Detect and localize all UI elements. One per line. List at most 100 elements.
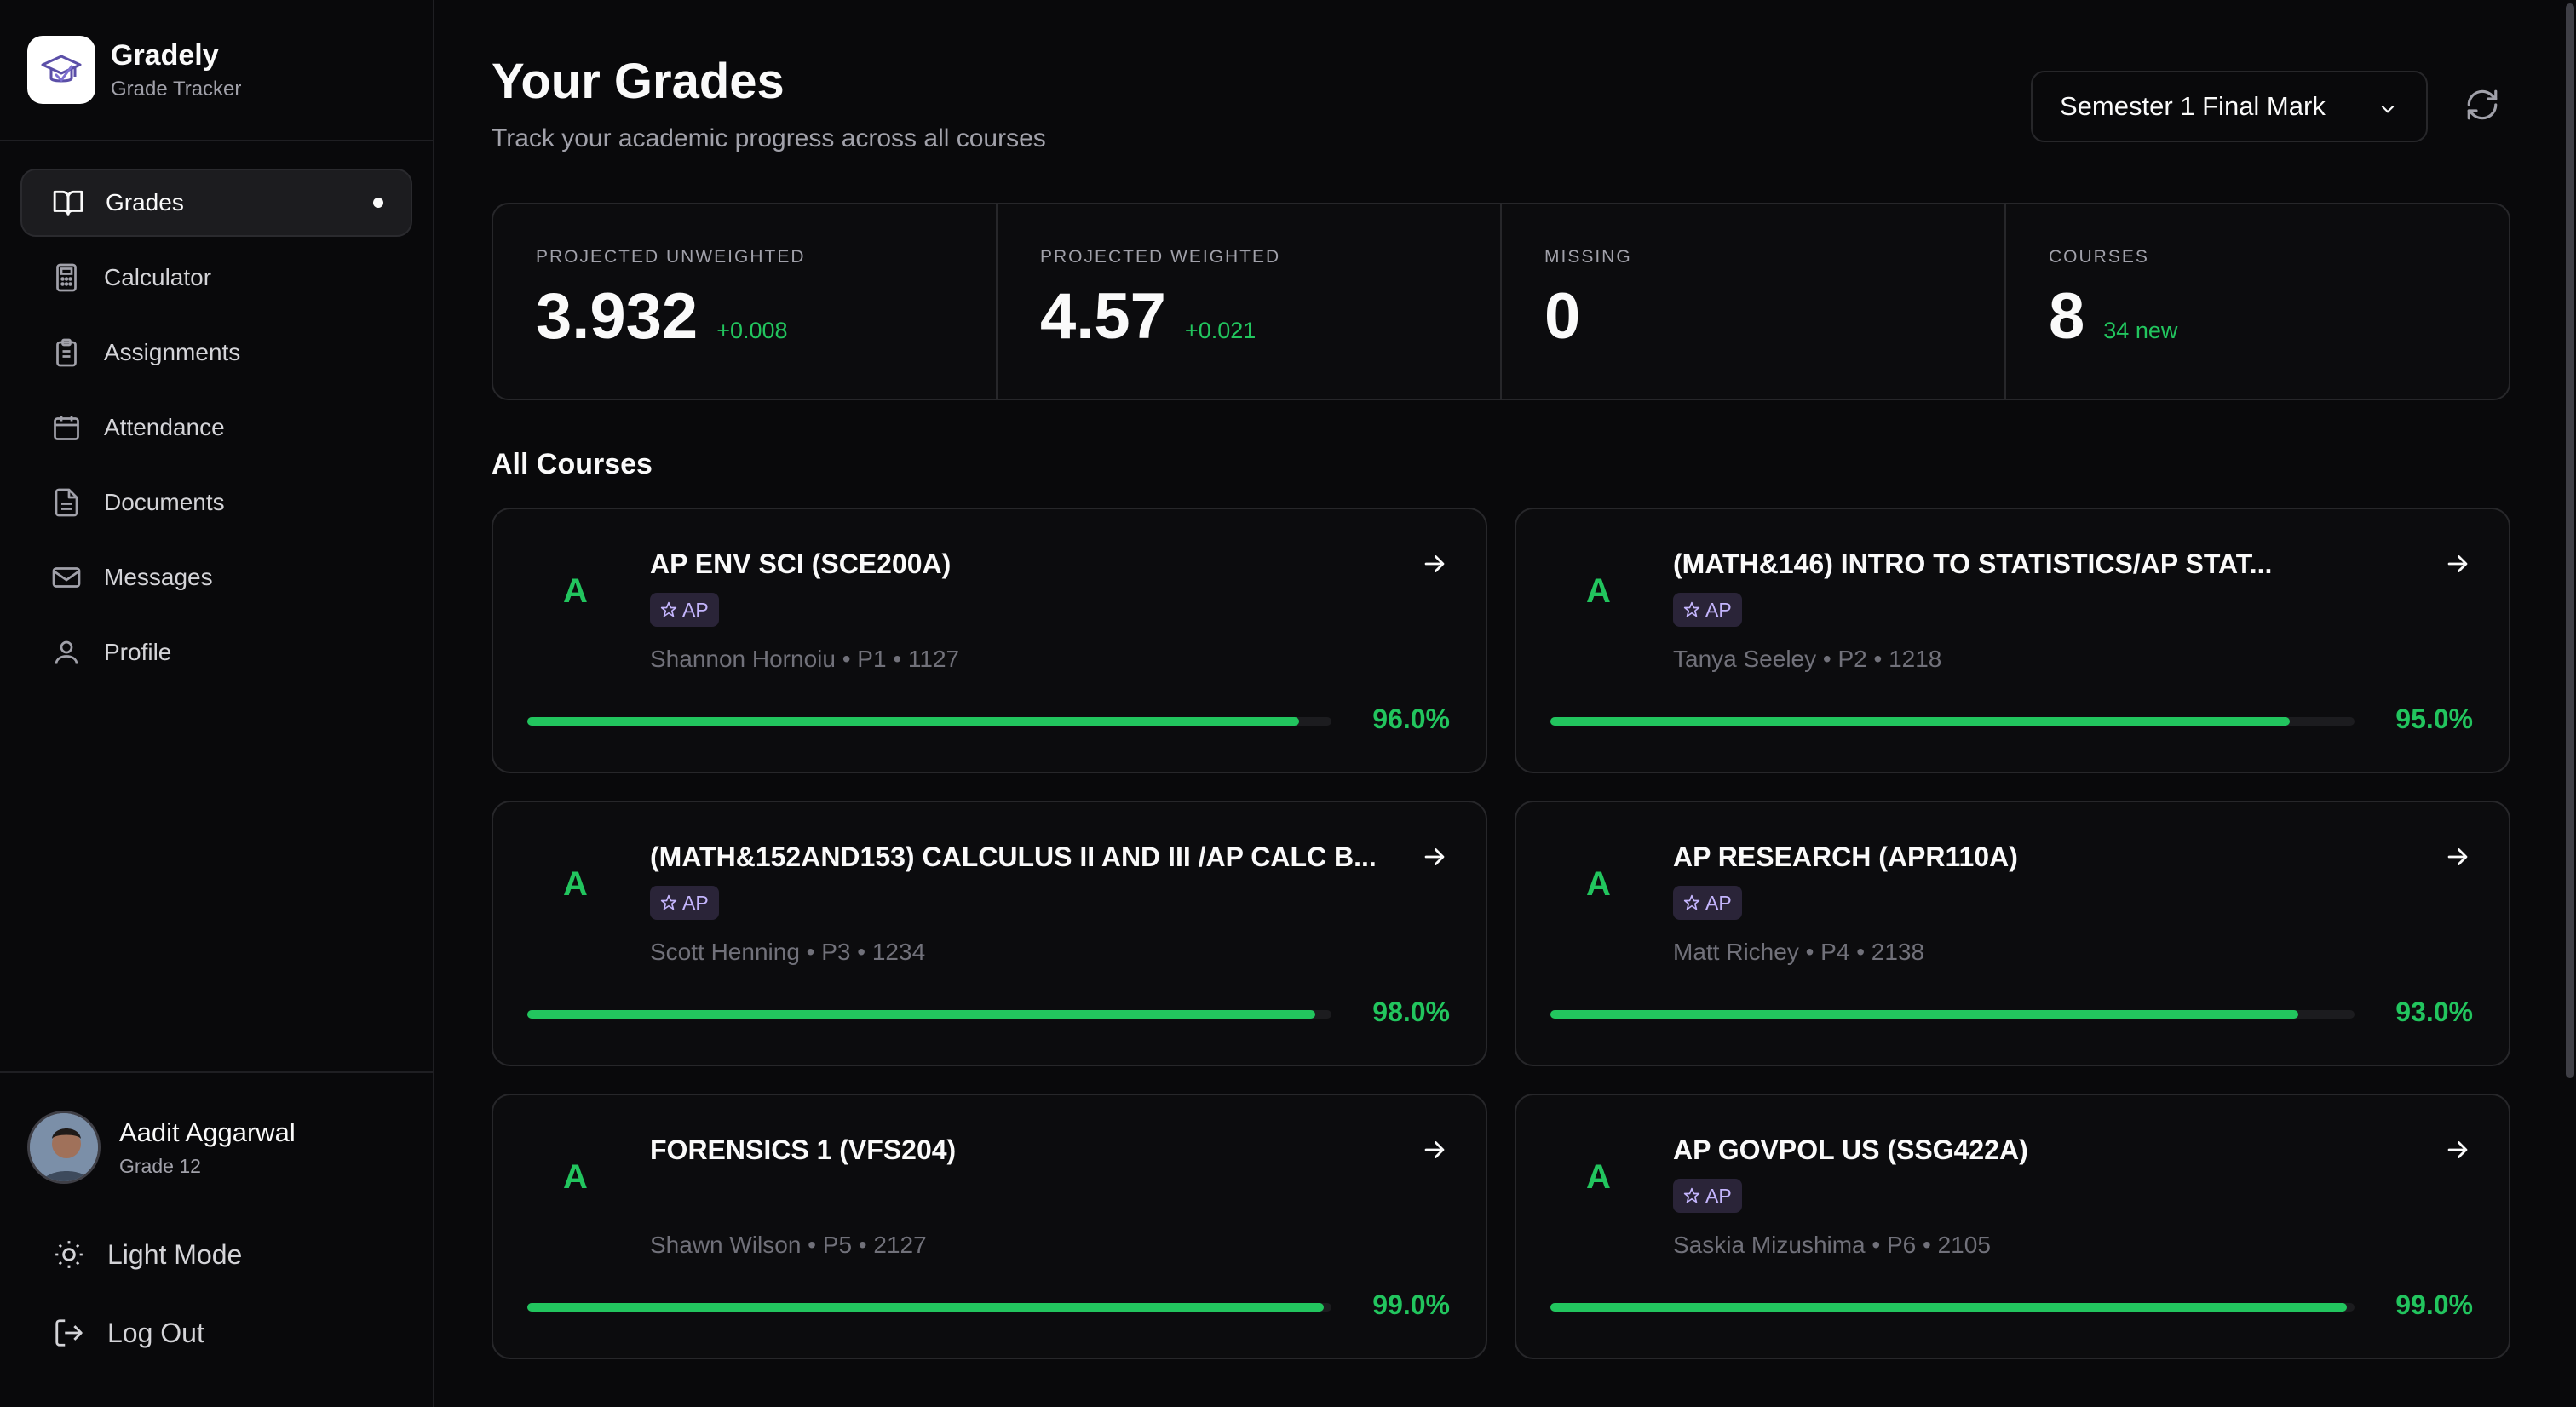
- arrow-right-icon[interactable]: [1417, 547, 1452, 581]
- stat-projected-weighted: PROJECTED WEIGHTED 4.57 +0.021: [998, 204, 1502, 399]
- calculator-icon: [49, 261, 83, 295]
- course-card[interactable]: A (MATH&146) INTRO TO STATISTICS/AP STAT…: [1515, 508, 2510, 773]
- sidebar-item-messages[interactable]: Messages: [20, 543, 412, 612]
- course-card[interactable]: A FORENSICS 1 (VFS204) Shawn Wilson • P5…: [492, 1094, 1487, 1359]
- stat-label: PROJECTED WEIGHTED: [1040, 247, 1281, 267]
- sidebar-item-label: Messages: [104, 564, 213, 590]
- sidebar-item-profile[interactable]: Profile: [20, 618, 412, 686]
- arrow-right-icon[interactable]: [2441, 547, 2475, 581]
- course-card[interactable]: A AP ENV SCI (SCE200A) AP Shannon Hornoi…: [492, 508, 1487, 773]
- sidebar-nav: Grades Calculator Assignments Attendance: [0, 141, 433, 686]
- course-name: (MATH&152AND153) CALCULUS II AND III /AP…: [650, 841, 1377, 872]
- section-title: All Courses: [492, 448, 653, 480]
- page-subtitle: Track your academic progress across all …: [492, 124, 1046, 152]
- stats-panel: PROJECTED UNWEIGHTED 3.932 +0.008 PROJEC…: [492, 203, 2510, 400]
- clipboard-icon: [49, 336, 83, 370]
- ap-badge-label: AP: [1705, 1184, 1732, 1207]
- course-letter-grade: A: [563, 865, 588, 903]
- scrollbar-thumb[interactable]: [2566, 3, 2574, 1078]
- course-letter-grade: A: [1586, 1158, 1611, 1196]
- course-teacher-info: Saskia Mizushima • P6 • 2105: [1673, 1232, 1991, 1258]
- chevron-down-icon: [2377, 96, 2399, 127]
- progress-bar-fill: [527, 1303, 1324, 1312]
- user-icon: [49, 635, 83, 669]
- course-letter-grade: A: [1586, 865, 1611, 903]
- sidebar-item-label: Assignments: [104, 339, 241, 365]
- sidebar-item-attendance[interactable]: Attendance: [20, 393, 412, 462]
- sidebar-item-label: Documents: [104, 489, 225, 515]
- course-name: AP RESEARCH (APR110A): [1673, 841, 2018, 872]
- sidebar-item-label: Grades: [106, 189, 184, 215]
- stat-value: 0: [1544, 280, 1581, 353]
- refresh-button[interactable]: [2462, 86, 2503, 127]
- course-percent: 95.0%: [2395, 704, 2473, 734]
- course-name: FORENSICS 1 (VFS204): [650, 1134, 957, 1165]
- progress-bar-fill: [1550, 1303, 2347, 1312]
- course-card[interactable]: A AP GOVPOL US (SSG422A) AP Saskia Mizus…: [1515, 1094, 2510, 1359]
- progress-bar: [1550, 717, 2355, 726]
- course-name: AP ENV SCI (SCE200A): [650, 548, 952, 579]
- progress-bar-fill: [1550, 1010, 2298, 1019]
- star-icon: [660, 601, 677, 618]
- course-percent: 99.0%: [1372, 1289, 1450, 1320]
- ap-badge: AP: [1673, 593, 1742, 627]
- light-mode-toggle[interactable]: Light Mode: [27, 1225, 405, 1284]
- progress-bar: [527, 1010, 1331, 1019]
- term-select[interactable]: Semester 1 Final Mark: [2031, 71, 2428, 142]
- user-card[interactable]: Aadit Aggarwal Grade 12: [27, 1111, 405, 1184]
- sidebar-item-label: Calculator: [104, 264, 212, 290]
- light-mode-label: Light Mode: [107, 1238, 243, 1270]
- stat-label: COURSES: [2049, 247, 2149, 267]
- sidebar-item-documents[interactable]: Documents: [20, 468, 412, 537]
- active-indicator-dot: [373, 198, 383, 208]
- progress-bar: [1550, 1010, 2355, 1019]
- stat-projected-unweighted: PROJECTED UNWEIGHTED 3.932 +0.008: [493, 204, 998, 399]
- page-title: Your Grades: [492, 54, 785, 109]
- brand-name: Gradely: [111, 38, 219, 72]
- arrow-right-icon[interactable]: [1417, 840, 1452, 874]
- ap-badge-label: AP: [682, 891, 709, 914]
- main-content: Your Grades Track your academic progress…: [492, 0, 2510, 1359]
- course-grid: A AP ENV SCI (SCE200A) AP Shannon Hornoi…: [492, 508, 2510, 1359]
- logout-button[interactable]: Log Out: [27, 1303, 405, 1363]
- refresh-icon: [2464, 87, 2500, 127]
- ap-badge: AP: [650, 593, 719, 627]
- sun-icon: [51, 1237, 87, 1272]
- brand-subtitle: Grade Tracker: [111, 77, 242, 100]
- sidebar: Gradely Grade Tracker Grades Calculator …: [0, 0, 434, 1407]
- course-teacher-info: Scott Henning • P3 • 1234: [650, 939, 926, 965]
- course-percent: 99.0%: [2395, 1289, 2473, 1320]
- course-card[interactable]: A (MATH&152AND153) CALCULUS II AND III /…: [492, 801, 1487, 1066]
- stat-delta: 34 new: [2103, 318, 2178, 343]
- ap-badge-label: AP: [1705, 598, 1732, 621]
- brand[interactable]: Gradely Grade Tracker: [0, 0, 433, 141]
- scrollbar[interactable]: [2564, 0, 2576, 1407]
- course-teacher-info: Matt Richey • P4 • 2138: [1673, 939, 1925, 965]
- arrow-right-icon[interactable]: [2441, 1133, 2475, 1167]
- stat-label: MISSING: [1544, 247, 1632, 267]
- course-teacher-info: Shannon Hornoiu • P1 • 1127: [650, 646, 960, 672]
- sidebar-item-label: Attendance: [104, 414, 225, 440]
- course-percent: 96.0%: [1372, 704, 1450, 734]
- user-grade: Grade 12: [119, 1154, 201, 1177]
- stat-delta: +0.021: [1184, 318, 1256, 343]
- star-icon: [1683, 1187, 1700, 1204]
- progress-bar: [1550, 1303, 2355, 1312]
- course-teacher-info: Tanya Seeley • P2 • 1218: [1673, 646, 1942, 672]
- sidebar-footer: Aadit Aggarwal Grade 12 Light Mode Log O…: [0, 1071, 433, 1407]
- ap-badge: AP: [1673, 886, 1742, 920]
- sidebar-item-assignments[interactable]: Assignments: [20, 319, 412, 387]
- ap-badge-label: AP: [682, 598, 709, 621]
- page-header: Your Grades Track your academic progress…: [492, 0, 2510, 203]
- star-icon: [660, 894, 677, 911]
- progress-bar: [527, 717, 1331, 726]
- stat-label: PROJECTED UNWEIGHTED: [536, 247, 806, 267]
- course-letter-grade: A: [1586, 572, 1611, 610]
- arrow-right-icon[interactable]: [2441, 840, 2475, 874]
- sidebar-item-grades[interactable]: Grades: [20, 169, 412, 237]
- logout-label: Log Out: [107, 1317, 204, 1348]
- star-icon: [1683, 894, 1700, 911]
- course-card[interactable]: A AP RESEARCH (APR110A) AP Matt Richey •…: [1515, 801, 2510, 1066]
- arrow-right-icon[interactable]: [1417, 1133, 1452, 1167]
- sidebar-item-calculator[interactable]: Calculator: [20, 244, 412, 312]
